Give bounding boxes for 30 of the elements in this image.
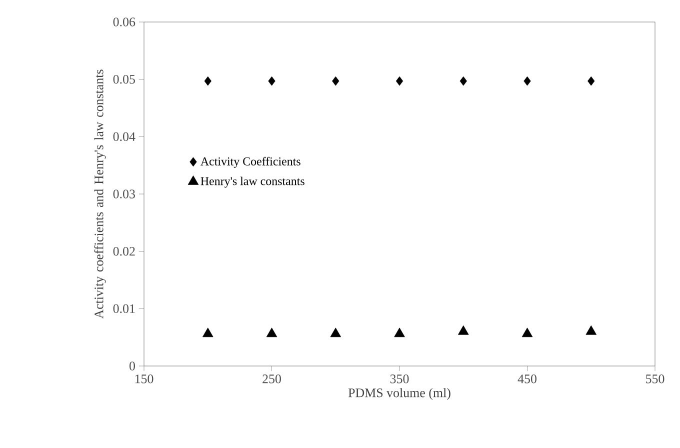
y-axis-title: Activity coefficients and Henry's law constants [94, 70, 106, 319]
x-tick-label: 250 [262, 374, 281, 384]
point [396, 76, 404, 86]
y-tick-label: 0.04 [113, 132, 136, 142]
point [460, 76, 467, 86]
x-tick-label: 450 [518, 374, 536, 384]
x-tick-label: 150 [135, 374, 154, 384]
y-tick-label: 0.03 [113, 190, 135, 198]
legend-label: Henry's law constants [200, 176, 304, 188]
point [588, 76, 595, 86]
point [332, 76, 340, 86]
point [204, 76, 212, 86]
point [330, 328, 342, 338]
y-tick-label: 0.06 [113, 18, 136, 26]
point [586, 325, 597, 335]
point [266, 328, 278, 338]
y-tick-label: 0.05 [113, 74, 135, 84]
x-tick-label: 350 [390, 374, 409, 384]
y-tick-label: 0 [130, 362, 135, 370]
point [394, 328, 405, 338]
y-tick-label: 0.01 [113, 304, 135, 314]
point [268, 76, 276, 86]
legend-label: Activity Coefficients [200, 156, 300, 168]
point [522, 328, 533, 338]
x-axis-title: PDMS volume (ml) [348, 388, 450, 400]
point [202, 328, 214, 338]
point [458, 325, 469, 335]
y-tick-label: 0.02 [113, 246, 135, 256]
point [524, 76, 531, 86]
x-tick-label: 550 [646, 374, 664, 384]
